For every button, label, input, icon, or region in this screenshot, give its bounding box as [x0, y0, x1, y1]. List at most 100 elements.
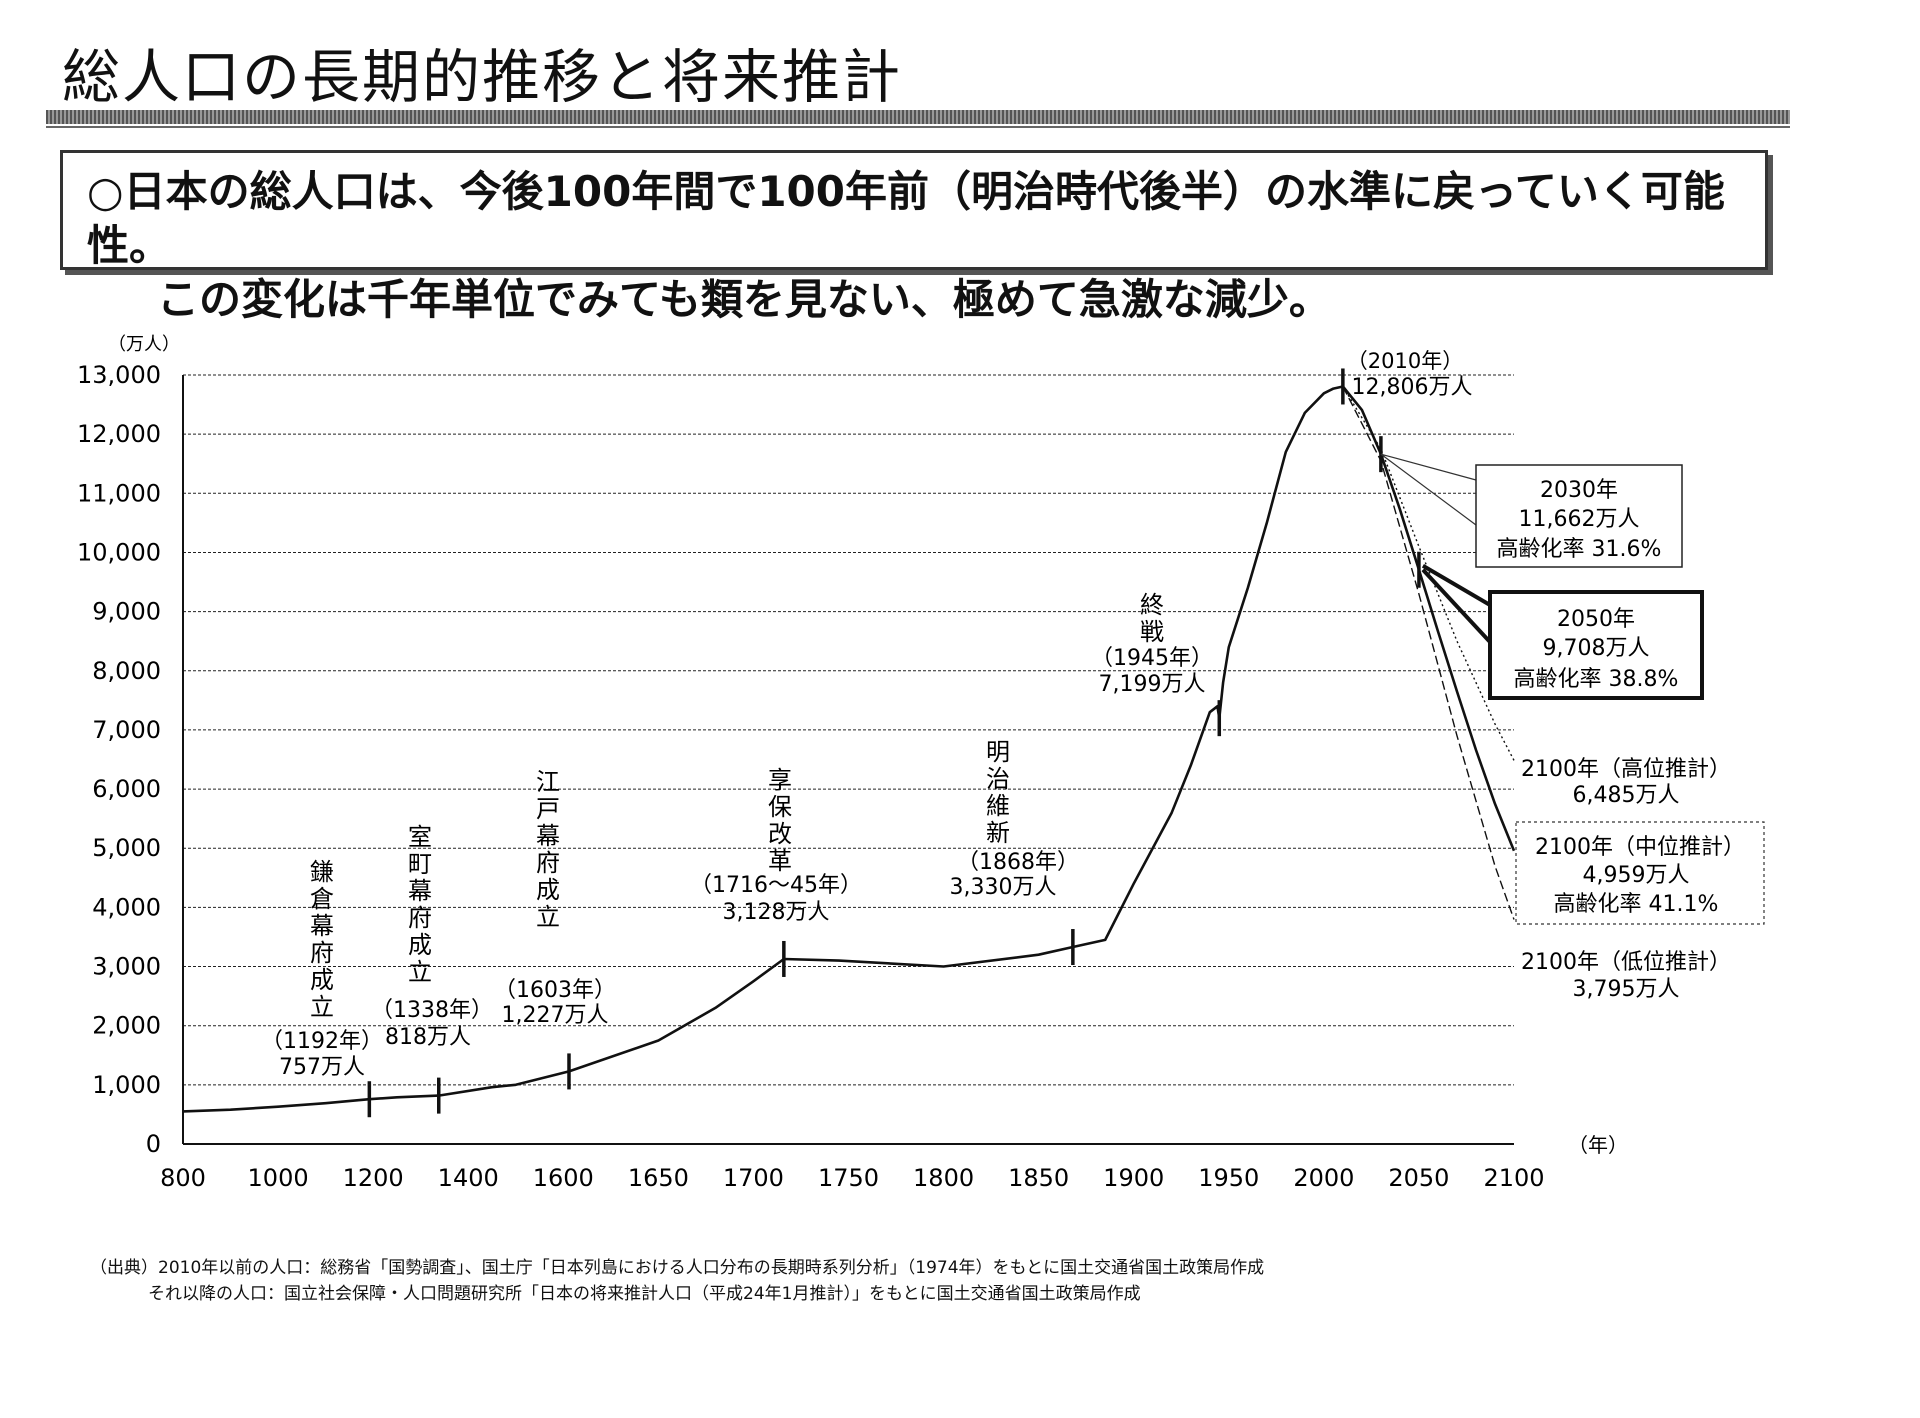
kamakura-value: 757万人	[279, 1055, 365, 1080]
meiji-value: 3,330万人	[950, 875, 1057, 900]
box-2050-year: 2050年	[1557, 607, 1635, 632]
x-axis-label: （年）	[1568, 1133, 1628, 1157]
vertical-char: 江	[536, 768, 560, 796]
vertical-char: 倉	[310, 885, 334, 913]
vertical-char: 成	[536, 876, 560, 904]
event-markers	[367, 368, 1421, 1118]
vertical-char: 鎌	[310, 858, 334, 886]
y-tick-label: 8,000	[92, 657, 161, 685]
title-rule-thin	[46, 126, 1790, 128]
vertical-char: 維	[986, 792, 1010, 820]
vertical-char: 革	[768, 847, 792, 875]
meiji-label: 明治維新	[986, 738, 1010, 847]
annotation-muromachi: 室町幕府成立 （1338年） 818万人	[371, 823, 493, 1050]
summary-box: ○日本の総人口は、今後100年間で100年前（明治時代後半）の水準に戻っていく可…	[60, 150, 1768, 324]
vertical-char: 保	[768, 793, 792, 821]
series-line-2	[1342, 386, 1515, 761]
x-tick-label: 1700	[723, 1164, 784, 1192]
x-tick-label: 800	[160, 1164, 206, 1192]
box-2050-aging: 高齢化率 38.8%	[1514, 667, 1679, 692]
grid-lines	[183, 374, 1514, 1086]
x-tick-label: 1650	[628, 1164, 689, 1192]
mid-value: 4,959万人	[1583, 863, 1690, 888]
vertical-char: 立	[408, 958, 432, 986]
shusen-label: 終戦	[1140, 591, 1164, 646]
x-tick-label: 1800	[913, 1164, 974, 1192]
title-rule	[46, 110, 1790, 124]
box-2050-value: 9,708万人	[1543, 636, 1650, 661]
vertical-char: 享	[768, 766, 792, 794]
box-2030-year: 2030年	[1540, 478, 1618, 503]
summary-line-1: ○日本の総人口は、今後100年間で100年前（明治時代後半）の水準に戻っていく可…	[87, 167, 1725, 270]
low-value: 3,795万人	[1573, 977, 1680, 1002]
vertical-char: 成	[310, 966, 334, 994]
y-tick-label: 1,000	[92, 1071, 161, 1099]
vertical-char: 立	[536, 903, 560, 931]
x-tick-label: 1400	[438, 1164, 499, 1192]
vertical-char: 町	[408, 850, 432, 878]
summary-line-2: この変化は千年単位でみても類を見ない、極めて急激な減少。	[157, 275, 1331, 324]
box-2050: 2050年 9,708万人 高齢化率 38.8%	[1488, 590, 1704, 700]
vertical-char: 立	[310, 993, 334, 1021]
source-note-1: （出典）2010年以前の人口：総務省「国勢調査」、国土庁「日本列島における人口分…	[90, 1258, 1265, 1278]
box-2030-value: 11,662万人	[1519, 507, 1640, 532]
annotation-kyoho: 享保改革 （1716～45年） 3,128万人	[690, 766, 862, 925]
mid-label: 2100年（中位推計）	[1535, 835, 1745, 860]
series-line-3	[1342, 386, 1515, 920]
y-tick-label: 0	[146, 1130, 161, 1158]
axes	[182, 375, 1514, 1145]
vertical-char: 府	[408, 904, 432, 932]
peak-year: （2010年）	[1347, 349, 1463, 373]
x-tick-label: 1850	[1008, 1164, 1069, 1192]
edo-label: 江戸幕府成立	[536, 768, 560, 931]
annotation-meiji: 明治維新 （1868年） 3,330万人	[950, 738, 1079, 900]
annotation-shusen: 終戦 （1945年） 7,199万人	[1091, 591, 1213, 697]
meiji-year: （1868年）	[957, 850, 1079, 875]
vertical-char: 明	[986, 738, 1010, 766]
callout-lines	[1380, 453, 1492, 644]
vertical-char: 戸	[536, 795, 560, 823]
vertical-char: 終	[1140, 591, 1164, 619]
vertical-char: 幕	[536, 822, 560, 850]
x-tick-label: 1200	[343, 1164, 404, 1192]
x-tick-label: 2000	[1293, 1164, 1354, 1192]
source-note-2: それ以降の人口：国立社会保障・人口問題研究所「日本の将来推計人口（平成24年1月…	[148, 1284, 1141, 1304]
annotation-kamakura: 鎌倉幕府成立 （1192年） 757万人	[261, 858, 383, 1080]
kamakura-label: 鎌倉幕府成立	[310, 858, 334, 1021]
high-value: 6,485万人	[1573, 783, 1680, 808]
x-tick-label: 1600	[533, 1164, 594, 1192]
muromachi-value: 818万人	[385, 1025, 471, 1050]
box-2030-frame	[1475, 464, 1683, 568]
low-label: 2100年（低位推計）	[1521, 950, 1731, 975]
shusen-value: 7,199万人	[1099, 672, 1206, 697]
x-tick-label: 1750	[818, 1164, 879, 1192]
mid-aging: 高齢化率 41.1%	[1554, 892, 1719, 917]
box-mid-frame	[1515, 821, 1765, 925]
vertical-char: 改	[768, 820, 792, 848]
kyoho-label: 享保改革	[768, 766, 792, 875]
vertical-char: 府	[536, 849, 560, 877]
label-low: 2100年（低位推計） 3,795万人	[1521, 950, 1731, 1002]
y-tick-label: 7,000	[92, 716, 161, 744]
vertical-char: 府	[310, 939, 334, 967]
peak-value: 12,806万人	[1352, 375, 1473, 400]
series-line-1	[1341, 385, 1516, 852]
box-2030: 2030年 11,662万人 高齢化率 31.6%	[1475, 464, 1683, 568]
y-tick-label: 12,000	[77, 420, 161, 448]
callout-2030-b	[1380, 453, 1477, 526]
muromachi-year: （1338年）	[371, 998, 493, 1023]
vertical-char: 新	[986, 819, 1010, 847]
label-high: 2100年（高位推計） 6,485万人	[1521, 757, 1731, 808]
y-tick-label: 9,000	[92, 598, 161, 626]
x-tick-label: 1900	[1103, 1164, 1164, 1192]
shusen-year: （1945年）	[1091, 646, 1213, 671]
y-tick-label: 3,000	[92, 953, 161, 981]
vertical-char: 治	[986, 765, 1010, 793]
page-title: 総人口の長期的推移と将来推計	[62, 43, 903, 111]
population-chart: 0 1,000 2,000 3,000 4,000 5,000 6,000 7,000 8,00…	[77, 334, 1765, 1192]
vertical-char: 幕	[408, 877, 432, 905]
kyoho-year: （1716～45年）	[690, 873, 862, 898]
y-axis-label: （万人）	[108, 334, 180, 355]
y-tick-label: 13,000	[77, 361, 161, 389]
kyoho-value: 3,128万人	[723, 900, 830, 925]
